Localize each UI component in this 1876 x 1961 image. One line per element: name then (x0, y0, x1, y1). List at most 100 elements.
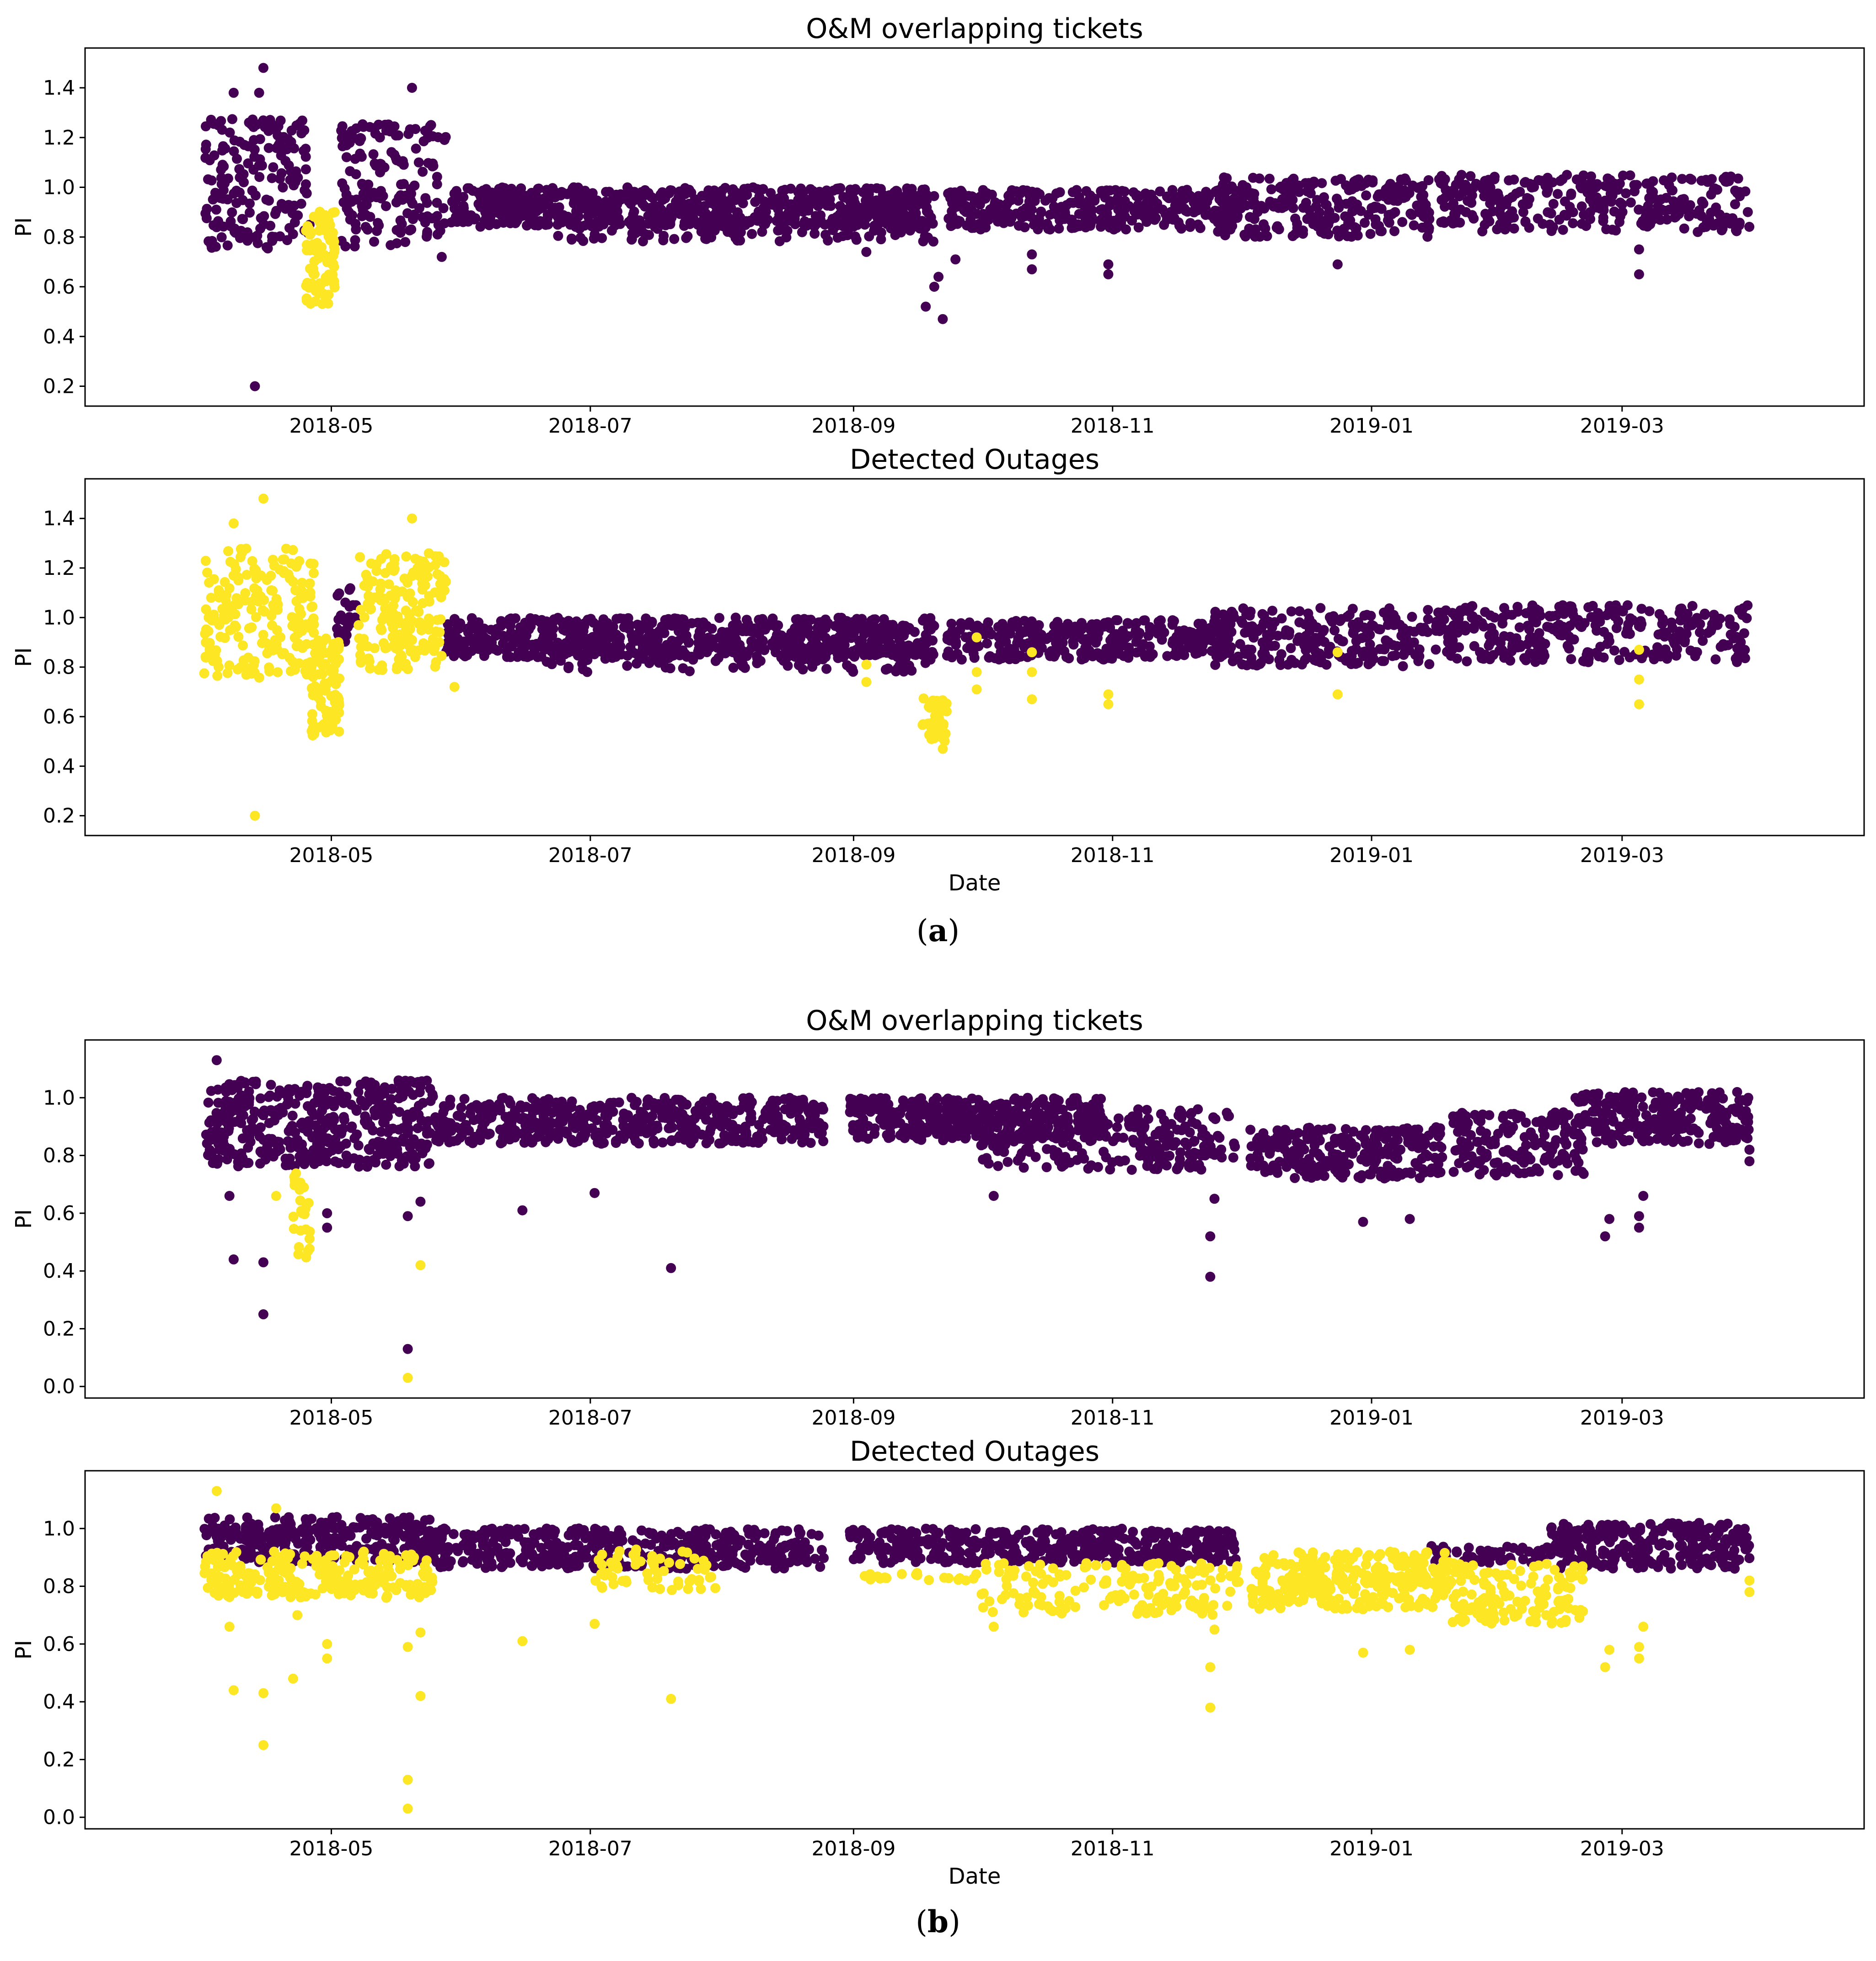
scatter-point (236, 1076, 247, 1086)
scatter-point (854, 214, 864, 225)
scatter-point (1220, 617, 1231, 627)
scatter-point (298, 593, 308, 603)
scatter-point (674, 626, 685, 636)
scatter-point (1462, 656, 1472, 667)
scatter-point (221, 1116, 231, 1127)
scatter-point (277, 649, 288, 659)
y-tick-label: 1.2 (43, 557, 75, 580)
x-tick-label: 2019-01 (1329, 414, 1414, 438)
scatter-point (1347, 206, 1357, 216)
scatter-point (887, 626, 898, 636)
scatter-point (1011, 209, 1022, 219)
scatter-point (228, 1102, 238, 1112)
y-tick-label: 1.2 (43, 126, 75, 150)
scatter-point (394, 1077, 404, 1088)
scatter-point (1324, 210, 1334, 221)
scatter-point (1368, 621, 1378, 631)
scatter-point (813, 617, 824, 627)
scatter-point (697, 191, 708, 201)
scatter-point (971, 684, 982, 695)
scatter-point (781, 232, 792, 243)
scatter-point (1103, 689, 1114, 700)
scatter-point (1647, 649, 1658, 660)
scatter-point (353, 1087, 364, 1097)
scatter-point (268, 645, 278, 655)
scatter-point (203, 1150, 213, 1160)
scatter-point (242, 236, 253, 246)
scatter-point (735, 648, 746, 659)
scatter-point (1351, 223, 1361, 234)
scatter-point (525, 217, 536, 227)
scatter-point (279, 132, 289, 142)
scatter-point (1538, 219, 1548, 229)
scatter-point (1279, 629, 1290, 640)
scatter-point (1390, 650, 1401, 661)
scatter-point (201, 604, 211, 615)
scatter-point (1465, 171, 1476, 182)
scatter-point (809, 221, 820, 231)
scatter-point (1721, 171, 1731, 182)
scatter-point (1332, 647, 1343, 658)
scatter-point (1107, 642, 1117, 653)
scatter-point (312, 691, 323, 702)
scatter-point (273, 139, 284, 150)
scatter-point (1237, 618, 1248, 628)
scatter-point (1434, 626, 1445, 636)
scatter-point (345, 214, 355, 225)
scatter-point (938, 314, 948, 324)
scatter-point (258, 115, 268, 126)
scatter-point (1423, 175, 1434, 185)
scatter-point (1133, 630, 1144, 641)
scatter-point (671, 197, 681, 207)
scatter-point (1434, 174, 1444, 184)
scatter-point (261, 194, 272, 205)
scatter-point (211, 616, 221, 627)
scatter-point (566, 233, 577, 244)
scatter-point (213, 662, 224, 672)
scatter-point (1042, 219, 1052, 229)
scatter-point (1576, 201, 1587, 212)
scatter-point (512, 208, 523, 218)
scatter-point (284, 223, 295, 233)
scatter-point (293, 616, 304, 626)
scatter-point (1332, 259, 1343, 270)
scatter-point (427, 213, 437, 224)
scatter-point (1407, 210, 1417, 220)
scatter-point (1578, 170, 1589, 181)
y-tick-label: 0.6 (43, 705, 75, 729)
scatter-point (306, 278, 317, 289)
scatter-point (1520, 217, 1531, 227)
scatter-point (414, 617, 425, 627)
scatter-point (531, 639, 542, 649)
scatter-point (356, 642, 366, 652)
scatter-point (1423, 605, 1433, 615)
scatter-point (1553, 189, 1563, 199)
scatter-point (1068, 198, 1078, 208)
scatter-point (757, 226, 767, 237)
scatter-point (350, 235, 360, 245)
scatter-point (411, 144, 421, 154)
scatter-point (1155, 186, 1165, 197)
scatter-point (1679, 637, 1690, 648)
scatter-point (962, 220, 972, 230)
scatter-point (1307, 212, 1317, 222)
scatter-point (293, 210, 303, 220)
scatter-point (745, 217, 755, 227)
scatter-point (1160, 209, 1171, 220)
scatter-point (300, 164, 311, 175)
scatter-point (891, 643, 902, 654)
scatter-point (240, 1101, 250, 1112)
scatter-point (1351, 175, 1361, 186)
scatter-point (247, 556, 257, 566)
y-tick-label: 0.6 (43, 275, 75, 299)
scatter-point (729, 631, 740, 641)
scatter-point (1480, 607, 1490, 617)
scatter-point (1156, 622, 1166, 633)
scatter-point (1013, 220, 1024, 231)
scatter-point (329, 1113, 339, 1123)
scatter-point (1390, 207, 1400, 217)
scatter-point (422, 571, 433, 582)
scatter-point (249, 145, 260, 155)
scatter-point (346, 195, 357, 205)
